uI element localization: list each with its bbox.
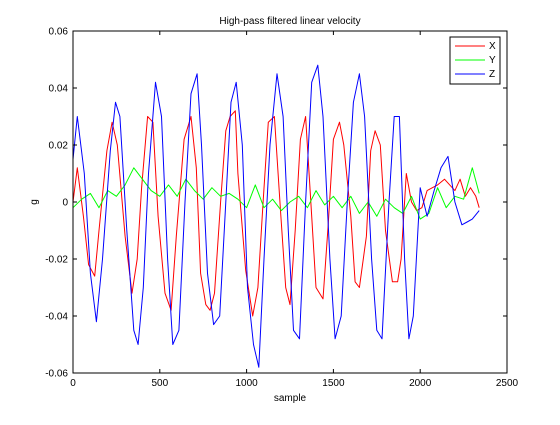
- y-tick-label: 0.06: [49, 27, 69, 38]
- y-tick-label: -0.04: [45, 312, 68, 323]
- chart-title: High-pass filtered linear velocity: [219, 16, 360, 27]
- y-tick-label: 0.04: [49, 84, 69, 95]
- legend-label-y: Y: [489, 55, 496, 66]
- x-tick-label: 2500: [496, 378, 519, 389]
- y-tick-label: 0.02: [49, 141, 69, 152]
- x-tick-label: 2000: [409, 378, 432, 389]
- y-tick-label: -0.02: [45, 255, 68, 266]
- y-axis-label: g: [29, 199, 40, 205]
- legend-label-z: Z: [489, 69, 495, 80]
- legend-label-x: X: [489, 41, 496, 52]
- x-tick-label: 1500: [322, 378, 345, 389]
- x-tick-label: 1000: [235, 378, 258, 389]
- y-tick-label: 0: [62, 198, 68, 209]
- x-axis-label: sample: [274, 393, 307, 404]
- legend: X Y Z: [450, 37, 500, 84]
- y-tick-label: -0.06: [45, 369, 68, 380]
- x-tick-label: 500: [151, 378, 168, 389]
- x-tick-label: 0: [70, 378, 76, 389]
